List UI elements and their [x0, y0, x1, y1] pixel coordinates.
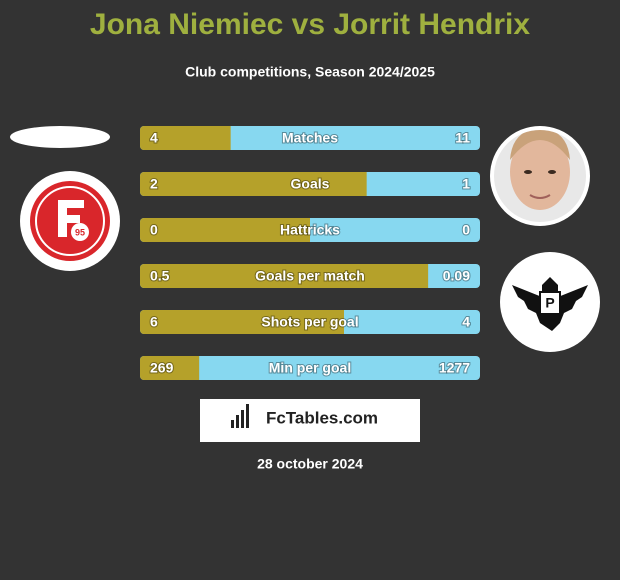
left-value: 6: [150, 314, 158, 330]
brand-icon: [231, 404, 249, 428]
left-value: 0.5: [150, 268, 170, 284]
left-value: 4: [150, 130, 158, 146]
date: 28 october 2024: [257, 456, 363, 472]
stat-label: Goals per match: [255, 268, 365, 284]
left-club-logo: 95: [20, 171, 120, 271]
left-bar: [140, 218, 310, 242]
right-player-photo: [490, 126, 590, 226]
left-bar: [140, 310, 344, 334]
stat-label: Hattricks: [280, 222, 340, 238]
right-value: 0: [462, 222, 470, 238]
right-club-logo: P: [500, 252, 600, 352]
left-value: 2: [150, 176, 158, 192]
left-value: 269: [150, 360, 174, 376]
stat-label: Matches: [282, 130, 338, 146]
stat-label: Goals: [291, 176, 330, 192]
subtitle: Club competitions, Season 2024/2025: [185, 64, 435, 80]
left-bar: [140, 356, 200, 380]
right-value: 1: [462, 176, 470, 192]
right-value: 11: [455, 130, 470, 146]
right-value: 1277: [439, 360, 470, 376]
right-value: 0.09: [443, 268, 470, 284]
stat-rows: 4 Matches 11 2 Goals 1 0 Hattricks 0 0.5 Goals per…: [140, 126, 480, 380]
svg-text:P: P: [545, 295, 554, 311]
left-bar: [140, 172, 367, 196]
left-value: 0: [150, 222, 158, 238]
stat-label: Shots per goal: [261, 314, 358, 330]
left-bar: [140, 264, 429, 288]
title: Jona Niemiec vs Jorrit Hendrix: [90, 8, 530, 41]
placeholder-ellipse: [10, 126, 110, 148]
brand: FcTables.com: [266, 408, 378, 427]
svg-text:95: 95: [75, 227, 85, 237]
stat-label: Min per goal: [269, 360, 351, 376]
right-value: 4: [462, 314, 470, 330]
left-bar: [140, 126, 231, 150]
